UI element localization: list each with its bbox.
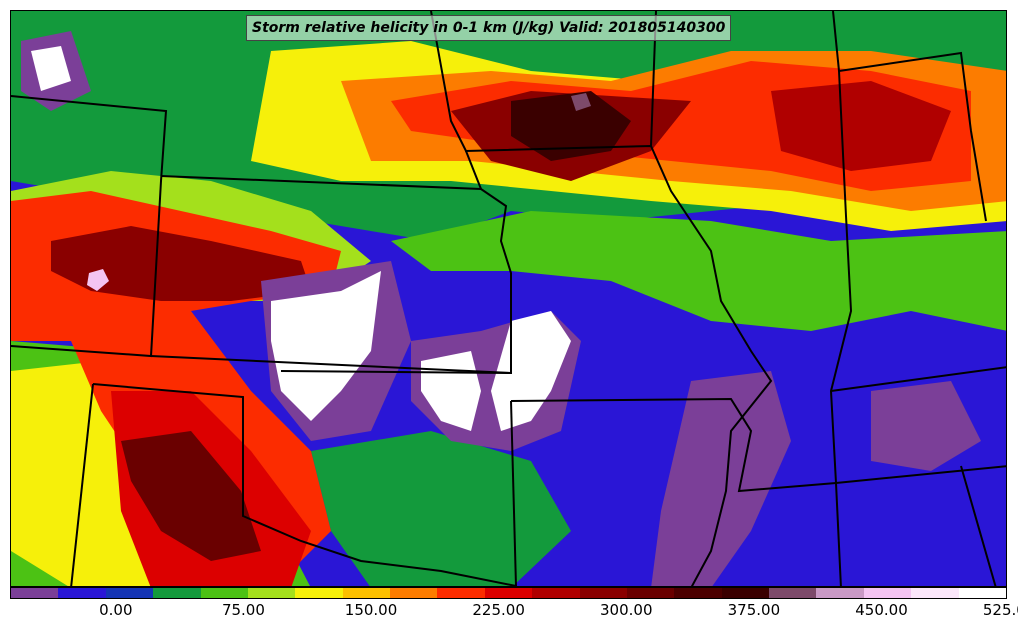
colorbar: [10, 587, 1007, 599]
field-darkred-core: [511, 91, 631, 161]
colorbar-swatch: [153, 588, 201, 598]
border-line: [960, 465, 997, 586]
border-line: [838, 51, 987, 222]
colorbar-tick-label: 375.00: [727, 601, 781, 619]
border-line: [70, 383, 94, 586]
colorbar-swatch: [58, 588, 106, 598]
colorbar-tick-label: 0.00: [99, 601, 133, 619]
field-green-south: [311, 431, 571, 586]
colorbar-swatch: [105, 588, 154, 598]
field-green-mid: [391, 211, 1006, 331]
colorbar-swatch: [626, 588, 675, 598]
colorbar-tick-labels: 0.00 75.00 150.00 225.00 300.00 375.00 450.00 5…: [10, 601, 1018, 625]
colorbar-tick-label: 150.00: [344, 601, 398, 619]
colorbar-tick-label: 225.00: [472, 601, 525, 619]
colorbar-swatch: [484, 588, 533, 598]
state-borders: [11, 11, 1006, 586]
colorbar-swatch: [532, 588, 580, 598]
field-darkred-west: [51, 226, 311, 301]
helicity-field: [11, 11, 1006, 586]
colorbar-swatch: [342, 588, 390, 598]
field-pink-spot: [87, 269, 109, 291]
colorbar-swatch: [200, 588, 248, 598]
field-mauve-spot: [571, 93, 591, 111]
field-darkred-east: [771, 81, 951, 171]
colorbar-tick-label: 525.00: [982, 601, 1018, 619]
colorbar-swatch: [769, 588, 817, 598]
colorbar-swatch: [579, 588, 627, 598]
colorbar-swatch: [295, 588, 343, 598]
border-line: [510, 400, 517, 586]
border-line: [11, 95, 168, 358]
border-line: [830, 366, 1006, 392]
field-darkred-oklahoma: [121, 431, 261, 561]
colorbar-swatch: [247, 588, 296, 598]
border-line: [510, 397, 1006, 493]
border-line: [92, 383, 517, 586]
field-white-kansas: [271, 271, 381, 421]
colorbar-swatch: [390, 588, 438, 598]
border-line: [150, 355, 512, 374]
colorbar-tick-label: 450.00: [855, 601, 908, 619]
colorbar-tick-label: 75.00: [221, 601, 265, 619]
border-line: [465, 150, 482, 190]
colorbar-swatch: [911, 588, 959, 598]
colorbar-swatch: [437, 588, 485, 598]
colorbar-tick-label: 300.00: [600, 601, 653, 619]
colorbar-swatch: [958, 588, 1006, 598]
colorbar-swatch: [863, 588, 912, 598]
helicity-map: [10, 10, 1007, 587]
colorbar-swatch: [674, 588, 722, 598]
colorbar-swatch: [816, 588, 864, 598]
field-purple-mississippi: [651, 371, 791, 586]
colorbar-swatch: [721, 588, 769, 598]
map-title: Storm relative helicity in 0-1 km (J/kg)…: [246, 15, 732, 41]
field-white-northwest: [31, 46, 71, 91]
field-purple-alabama: [871, 381, 981, 471]
colorbar-swatch: [11, 588, 59, 598]
